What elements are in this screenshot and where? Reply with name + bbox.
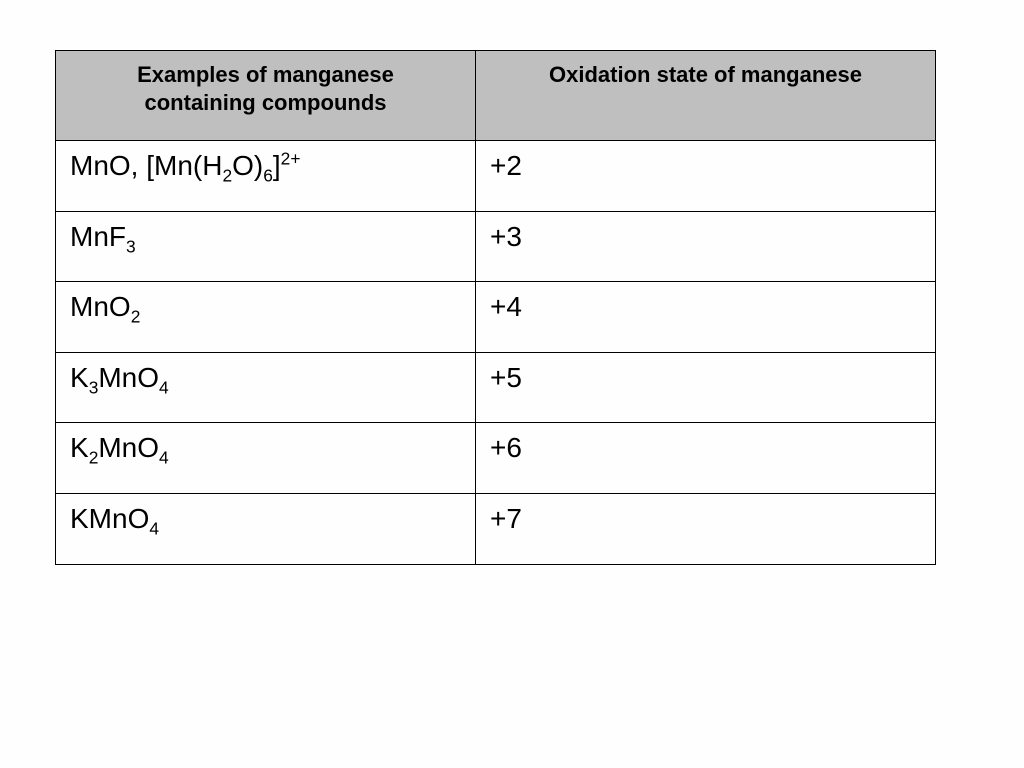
- subscript: 2: [89, 448, 99, 468]
- oxidation-cell: +7: [476, 493, 936, 564]
- oxidation-cell: +3: [476, 211, 936, 282]
- table-row: K3MnO4+5: [56, 352, 936, 423]
- compound-cell: MnO, [Mn(H2O)6]2+: [56, 141, 476, 212]
- compound-cell: KMnO4: [56, 493, 476, 564]
- subscript: 3: [126, 236, 136, 256]
- formula-text: MnO: [98, 362, 159, 393]
- oxidation-cell: +4: [476, 282, 936, 353]
- oxidation-cell: +5: [476, 352, 936, 423]
- formula-text: O): [232, 150, 263, 181]
- subscript: 3: [89, 377, 99, 397]
- subscript: 6: [263, 166, 273, 186]
- oxidation-states-table: Examples of manganesecontaining compound…: [55, 50, 936, 565]
- subscript: 4: [149, 519, 159, 539]
- table-row: MnF3+3: [56, 211, 936, 282]
- formula-text: KMnO: [70, 503, 149, 534]
- col-header-compounds-line2: containing compounds: [66, 89, 465, 117]
- oxidation-cell: +6: [476, 423, 936, 494]
- formula-text: K: [70, 432, 89, 463]
- table-row: MnO2+4: [56, 282, 936, 353]
- formula-text: MnO, [Mn(H: [70, 150, 222, 181]
- formula-text: MnO: [70, 291, 131, 322]
- subscript: 4: [159, 448, 169, 468]
- compound-cell: MnO2: [56, 282, 476, 353]
- compound-cell: MnF3: [56, 211, 476, 282]
- table-row: K2MnO4+6: [56, 423, 936, 494]
- formula-text: MnF: [70, 221, 126, 252]
- col-header-compounds: Examples of manganesecontaining compound…: [56, 51, 476, 141]
- table-row: MnO, [Mn(H2O)6]2++2: [56, 141, 936, 212]
- compound-cell: K3MnO4: [56, 352, 476, 423]
- col-header-compounds-line1: Examples of manganese: [66, 61, 465, 89]
- table-header-row: Examples of manganesecontaining compound…: [56, 51, 936, 141]
- formula-text: ]: [273, 150, 281, 181]
- superscript: 2+: [281, 149, 301, 169]
- table-row: KMnO4+7: [56, 493, 936, 564]
- compound-cell: K2MnO4: [56, 423, 476, 494]
- subscript: 4: [159, 377, 169, 397]
- col-header-oxidation: Oxidation state of manganese: [476, 51, 936, 141]
- formula-text: MnO: [98, 432, 159, 463]
- oxidation-cell: +2: [476, 141, 936, 212]
- subscript: 2: [222, 166, 232, 186]
- subscript: 2: [131, 307, 141, 327]
- formula-text: K: [70, 362, 89, 393]
